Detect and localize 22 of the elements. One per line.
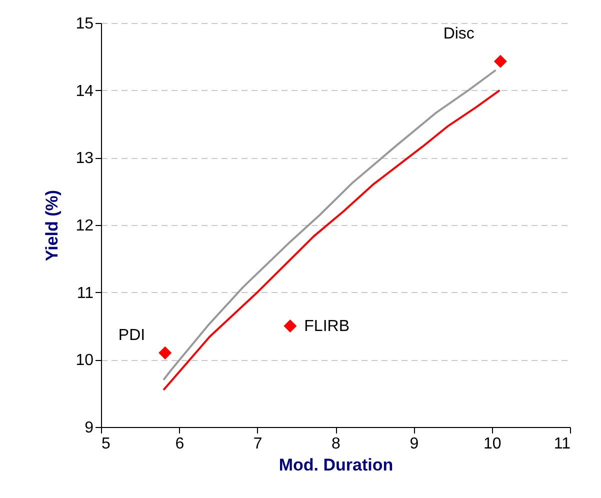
x-tick-label: 8	[332, 436, 341, 452]
y-tick-label: 12	[76, 218, 94, 234]
y-tick-label: 13	[76, 150, 94, 168]
y-tick-label: 11	[76, 284, 94, 302]
point	[494, 54, 507, 68]
y-tick-label: 10	[76, 352, 94, 370]
annotation: Disc	[443, 25, 474, 42]
x-tick-label: 5	[102, 436, 110, 452]
y-axis-title: Yield (%)	[42, 190, 62, 262]
annotation: FLIRB	[304, 318, 350, 335]
x-tick-label: 6	[175, 436, 184, 452]
y-tick-label: 14	[76, 82, 94, 100]
y-tick-label: 9	[84, 420, 94, 436]
y-tick-label: 15	[76, 16, 94, 32]
x-tick-label: 10	[483, 436, 502, 452]
x-tick-label: 7	[253, 436, 262, 452]
x-tick-label: 9	[410, 436, 419, 452]
x-tick-label: 11	[554, 436, 571, 452]
point	[158, 346, 172, 360]
annotation: PDI	[118, 326, 146, 344]
point	[284, 319, 297, 333]
x-axis-title: Mod. Duration	[278, 456, 394, 474]
